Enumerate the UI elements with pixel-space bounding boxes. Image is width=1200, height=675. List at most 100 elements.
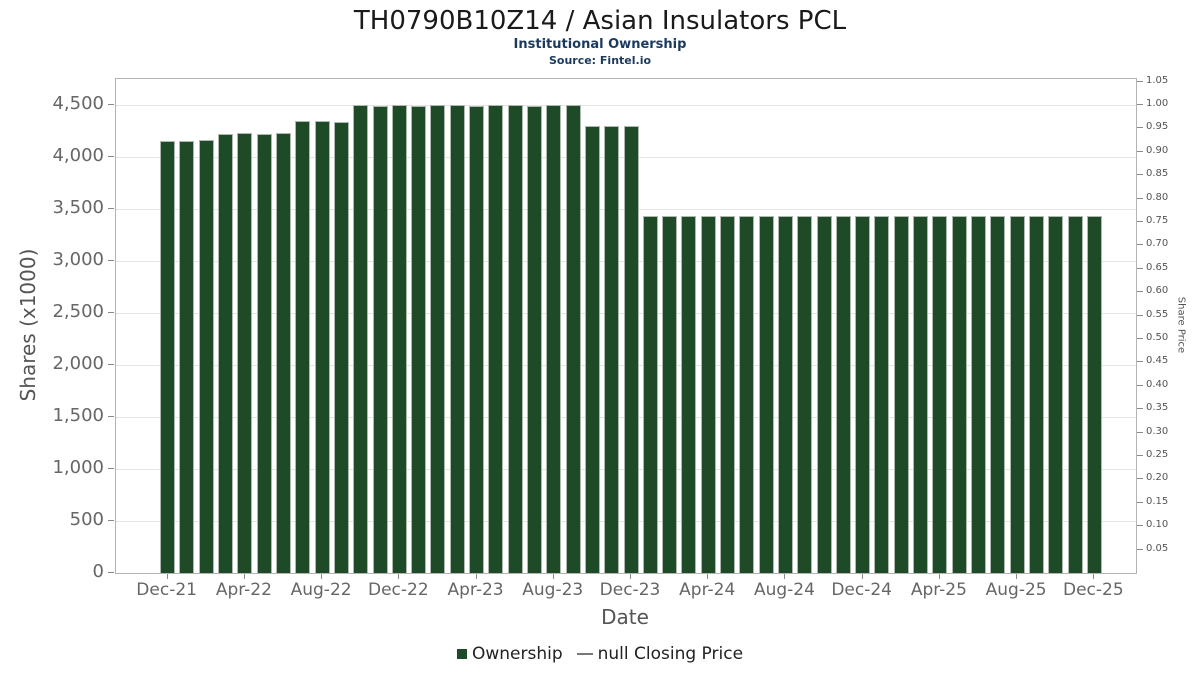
ownership-bar-Jun-22[interactable] — [275, 133, 291, 573]
right-axis-tick-label: 0.15 — [1146, 495, 1169, 507]
left-axis-tick-label: 3,000 — [52, 249, 104, 270]
ownership-bar-Aug-23[interactable] — [546, 105, 562, 573]
x-axis-tick-label: Dec-24 — [831, 580, 893, 600]
ownership-bar-Jun-24[interactable] — [739, 216, 755, 573]
left-axis-tick-label: 0 — [92, 561, 104, 582]
ownership-bar-Feb-24[interactable] — [662, 216, 678, 573]
ownership-bar-Jul-24[interactable] — [758, 216, 774, 573]
left-axis-tick — [108, 520, 114, 521]
gridline — [116, 105, 1136, 106]
right-axis-tick-label: 0.85 — [1146, 168, 1169, 180]
x-axis-tick — [243, 574, 245, 579]
ownership-bar-Mar-24[interactable] — [681, 216, 697, 573]
left-axis-tick-label: 2,500 — [52, 301, 104, 322]
ownership-bar-Oct-23[interactable] — [584, 125, 600, 573]
right-axis-tick — [1137, 244, 1143, 246]
ownership-bar-Dec-23[interactable] — [623, 125, 639, 573]
x-axis-tick — [475, 574, 477, 579]
legend-item-closing-price[interactable]: null Closing Price — [576, 644, 744, 664]
ownership-bar-Sep-22[interactable] — [333, 121, 349, 573]
ownership-bar-Sep-24[interactable] — [797, 216, 813, 573]
ownership-bar-Dec-21[interactable] — [160, 141, 176, 573]
x-axis-tick-label: Aug-24 — [753, 580, 815, 600]
ownership-bar-Jan-25[interactable] — [874, 216, 890, 573]
right-axis-tick-label: 0.40 — [1146, 378, 1169, 390]
price-line-swatch-icon — [576, 653, 593, 655]
ownership-bar-Aug-22[interactable] — [314, 120, 330, 573]
left-axis-tick-label: 2,000 — [52, 353, 104, 374]
right-axis-tick-label: 0.95 — [1146, 121, 1169, 133]
ownership-bar-Feb-23[interactable] — [430, 105, 446, 573]
ownership-bar-Nov-24[interactable] — [835, 216, 851, 573]
ownership-bar-Sep-25[interactable] — [1028, 216, 1044, 573]
x-axis-tick — [938, 574, 940, 579]
ownership-bar-Oct-25[interactable] — [1048, 216, 1064, 573]
ownership-bar-Nov-22[interactable] — [372, 106, 388, 573]
right-axis-tick-label: 1.00 — [1146, 98, 1169, 110]
ownership-bar-Oct-24[interactable] — [816, 216, 832, 573]
ownership-bar-Nov-25[interactable] — [1067, 216, 1083, 573]
right-axis-tick — [1137, 431, 1143, 433]
ownership-bar-May-23[interactable] — [488, 105, 504, 573]
right-axis-tick — [1137, 291, 1143, 293]
x-axis-tick-label: Dec-21 — [136, 580, 197, 600]
ownership-bar-Jul-22[interactable] — [295, 120, 311, 573]
right-axis-tick — [1137, 80, 1143, 82]
x-axis-tick-label: Dec-25 — [1063, 580, 1124, 600]
ownership-bar-Apr-25[interactable] — [932, 216, 948, 573]
ownership-bar-May-22[interactable] — [256, 134, 272, 573]
right-axis-tick-label: 0.65 — [1146, 261, 1169, 273]
left-axis-tick-label: 1,500 — [52, 405, 104, 426]
right-axis-tick — [1137, 174, 1143, 176]
ownership-bar-Aug-24[interactable] — [777, 216, 793, 573]
left-axis-tick — [108, 468, 114, 469]
ownership-bar-Oct-22[interactable] — [353, 105, 369, 573]
ownership-bar-Feb-22[interactable] — [198, 140, 214, 573]
ownership-bar-Jan-23[interactable] — [411, 106, 427, 573]
x-axis-tick-label: Dec-22 — [367, 580, 429, 600]
ownership-bar-Feb-25[interactable] — [893, 216, 909, 573]
ownership-bar-Jan-24[interactable] — [642, 216, 658, 573]
left-axis-title: Shares (x1000) — [16, 248, 40, 402]
legend-item-ownership[interactable]: Ownership — [456, 644, 563, 664]
ownership-bar-Dec-22[interactable] — [391, 105, 407, 573]
right-axis-tick-label: 0.30 — [1146, 425, 1169, 437]
ownership-bar-May-25[interactable] — [951, 216, 967, 573]
x-axis-title: Date — [601, 605, 649, 629]
ownership-bar-Apr-24[interactable] — [700, 216, 716, 573]
right-axis-tick — [1137, 221, 1143, 222]
ownership-bar-May-24[interactable] — [720, 216, 736, 573]
ownership-bar-Jun-23[interactable] — [507, 105, 523, 573]
right-axis-tick-label: 0.45 — [1146, 355, 1169, 367]
ownership-bar-Jun-25[interactable] — [971, 216, 986, 573]
legend-label-closing-price: null Closing Price — [597, 644, 744, 664]
right-axis-tick — [1137, 104, 1143, 106]
ownership-bar-Aug-25[interactable] — [1009, 216, 1025, 573]
ownership-bar-Nov-23[interactable] — [604, 125, 620, 573]
right-axis-tick — [1137, 501, 1143, 503]
x-axis-tick — [861, 574, 863, 579]
left-axis-tick-label: 3,500 — [52, 197, 104, 218]
ownership-bar-Mar-23[interactable] — [449, 105, 465, 573]
ownership-bar-Mar-22[interactable] — [218, 134, 234, 573]
right-axis-tick — [1137, 197, 1143, 199]
right-axis-tick-label: 0.90 — [1146, 144, 1169, 156]
right-axis-tick — [1137, 478, 1143, 480]
ownership-bar-Jan-22[interactable] — [179, 141, 195, 573]
ownership-bar-Dec-24[interactable] — [855, 216, 871, 573]
ownership-bar-Dec-25[interactable] — [1086, 216, 1102, 573]
ownership-bar-Mar-25[interactable] — [913, 216, 929, 573]
right-axis-tick-label: 0.75 — [1146, 215, 1169, 226]
legend-label-ownership: Ownership — [471, 644, 563, 664]
chart-subtitle: Institutional Ownership — [513, 37, 687, 52]
ownership-bar-Jul-23[interactable] — [526, 106, 542, 573]
right-axis-tick-label: 0.70 — [1146, 238, 1169, 250]
left-axis-tick — [108, 208, 114, 209]
left-axis-tick — [108, 416, 114, 417]
left-axis-tick-label: 4,500 — [52, 93, 104, 114]
ownership-bar-Apr-22[interactable] — [237, 133, 253, 573]
ownership-bar-Sep-23[interactable] — [565, 105, 581, 573]
ownership-bar-Jul-25[interactable] — [990, 216, 1006, 573]
ownership-bar-Apr-23[interactable] — [469, 106, 485, 573]
x-axis-tick — [707, 574, 709, 579]
